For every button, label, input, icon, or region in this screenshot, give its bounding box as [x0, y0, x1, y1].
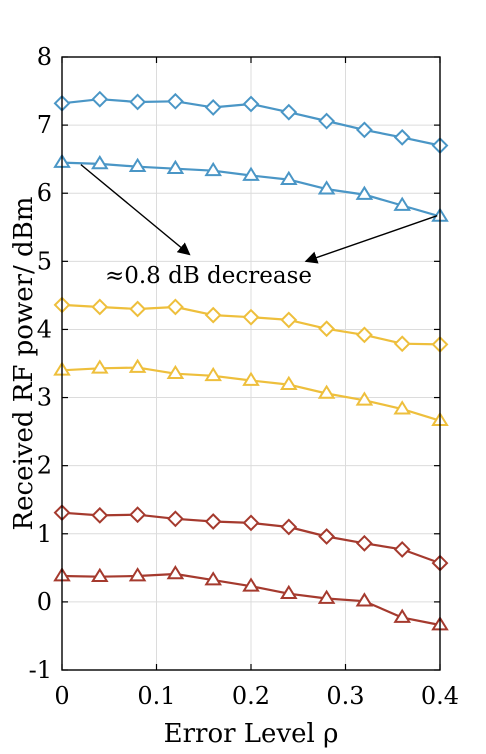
triangle-marker: [393, 608, 411, 623]
diamond-marker: [204, 513, 222, 530]
y-tick-label: 6: [37, 179, 52, 207]
triangle-marker: [128, 358, 147, 373]
triangle-marker: [280, 584, 298, 600]
diamond-marker: [393, 541, 411, 558]
diamond-marker: [318, 528, 336, 545]
triangle-marker: [166, 565, 185, 580]
triangle-marker: [204, 161, 222, 177]
triangle-marker: [393, 196, 411, 211]
y-tick-label: 1: [37, 520, 52, 548]
diamond-marker: [242, 95, 260, 113]
annotation-arrow: [80, 164, 191, 256]
annotation-group: ≈0.8 dB decrease: [80, 164, 438, 289]
y-axis-label: Received RF power/ dBm: [9, 197, 39, 531]
y-tick-label: -1: [29, 656, 52, 684]
diamond-marker: [242, 514, 260, 532]
y-tick-label: 2: [37, 452, 52, 480]
annotation-text: ≈0.8 dB decrease: [105, 263, 312, 289]
x-tick-label: 0.2: [232, 682, 270, 710]
diamond-marker: [91, 90, 109, 108]
triangle-marker: [393, 400, 411, 415]
diamond-marker: [204, 306, 222, 324]
series-3-diamond: [53, 296, 449, 353]
triangle-marker: [317, 180, 336, 195]
diamond-marker: [91, 506, 109, 524]
diamond-marker: [91, 298, 109, 316]
y-tick-label: 0: [37, 588, 52, 616]
x-axis-label: Error Level ρ: [164, 719, 339, 749]
y-tick-label: 7: [37, 111, 52, 139]
triangle-marker: [355, 391, 374, 406]
triangle-marker: [204, 366, 222, 382]
diamond-marker: [166, 298, 184, 316]
triangle-marker: [166, 364, 185, 380]
triangle-marker: [317, 384, 336, 399]
y-tick-label: 3: [37, 384, 52, 412]
triangle-marker: [91, 359, 109, 374]
diamond-marker: [129, 506, 147, 524]
diamond-marker: [280, 311, 298, 329]
series-group: [53, 90, 449, 631]
series-5-diamond: [53, 504, 449, 572]
triangle-marker: [166, 159, 185, 175]
diamond-marker: [355, 534, 373, 552]
y-tick-label: 8: [37, 43, 52, 71]
triangle-marker: [242, 166, 260, 181]
series-2-triangle: [53, 153, 449, 222]
triangle-marker: [280, 375, 298, 390]
triangle-marker: [204, 571, 222, 586]
diamond-marker: [166, 92, 184, 110]
diamond-marker: [393, 335, 411, 353]
x-tick-label: 0.3: [326, 682, 364, 710]
y-tick-label: 4: [37, 315, 52, 343]
diamond-marker: [355, 326, 373, 344]
triangle-marker: [355, 592, 374, 607]
diamond-marker: [393, 128, 411, 146]
diamond-marker: [166, 510, 184, 528]
triangle-marker: [91, 155, 109, 170]
y-tick-label: 5: [37, 247, 52, 275]
diamond-marker: [129, 300, 147, 318]
diamond-marker: [355, 121, 373, 139]
triangle-marker: [91, 567, 109, 583]
x-tick-label: 0.4: [421, 682, 459, 710]
series-4-triangle: [53, 358, 449, 427]
x-tick-label: 0: [54, 682, 69, 710]
diamond-marker: [242, 308, 260, 326]
triangle-marker: [317, 589, 336, 604]
diamond-marker: [129, 93, 147, 111]
triangle-marker: [128, 157, 147, 172]
triangle-marker: [242, 371, 260, 386]
triangle-marker: [128, 567, 147, 582]
diamond-marker: [318, 112, 336, 130]
triangle-marker: [280, 170, 298, 185]
diamond-marker: [280, 103, 298, 121]
diamond-marker: [318, 320, 336, 338]
x-tick-label: 0.1: [137, 682, 175, 710]
triangle-marker: [355, 185, 374, 200]
annotation-arrow: [304, 215, 438, 264]
diamond-marker: [280, 518, 298, 536]
diamond-marker: [204, 98, 222, 116]
triangle-marker: [242, 577, 260, 592]
